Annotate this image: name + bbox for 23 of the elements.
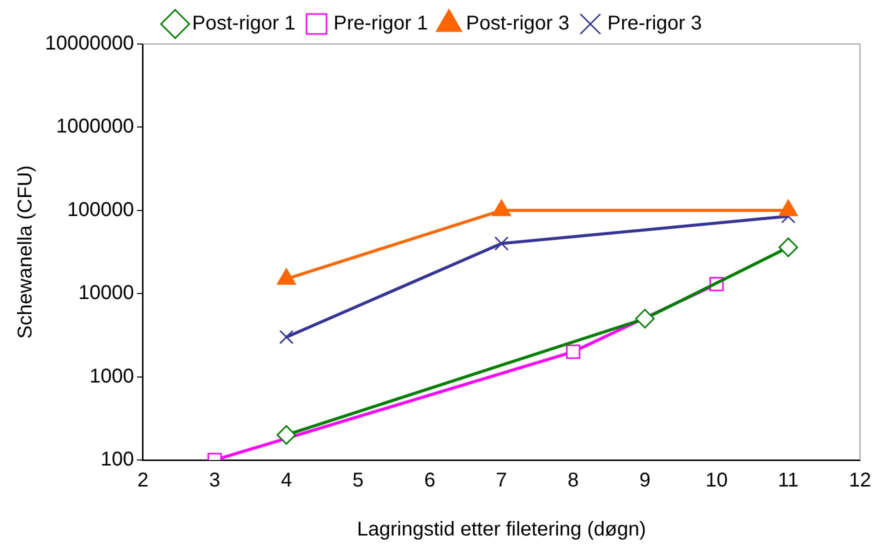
y-tick-label: 1000 <box>89 365 134 388</box>
x-tick-label: 7 <box>496 470 508 492</box>
y-tick-label: 1000000 <box>56 116 134 138</box>
legend-label: Post-rigor 1 <box>192 12 296 35</box>
x-tick-label: 9 <box>639 470 650 492</box>
y-axis-title: Schewanella (CFU) <box>14 165 37 339</box>
y-tick-label: 100 <box>100 448 134 471</box>
x-tick-label: 4 <box>280 470 292 492</box>
legend-label: Pre-rigor 3 <box>607 12 702 35</box>
x-tick-label: 3 <box>209 470 220 492</box>
y-tick-label: 10000000 <box>45 32 134 55</box>
x-tick-label: 12 <box>848 470 872 492</box>
x-tick-label: 2 <box>137 470 149 492</box>
legend-label: Pre-rigor 1 <box>334 12 428 35</box>
x-tick-label: 11 <box>778 470 799 492</box>
x-tick-label: 5 <box>352 470 364 492</box>
y-tick-label: 10000 <box>78 282 134 304</box>
legend-label: Post-rigor 3 <box>466 12 570 35</box>
x-axis-title: Lagringstid etter filetering (døgn) <box>356 518 646 541</box>
x-tick-label: 10 <box>705 470 728 492</box>
x-tick-label: 6 <box>424 470 436 492</box>
x-tick-label: 8 <box>568 470 579 492</box>
y-tick-label: 100000 <box>67 198 134 221</box>
